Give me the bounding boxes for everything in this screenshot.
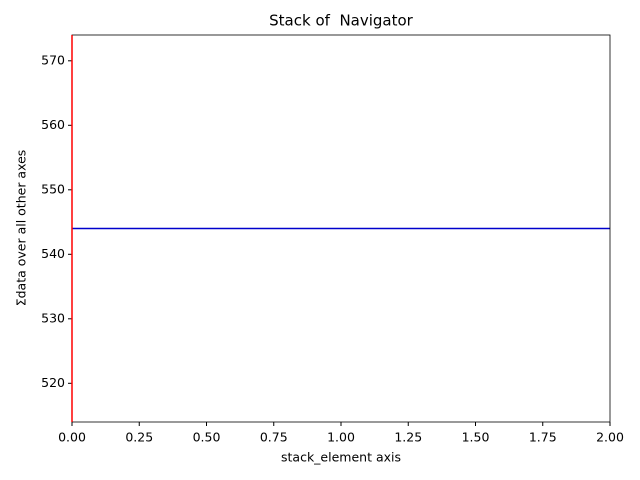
x-tick-label: 1.50: [462, 430, 490, 445]
y-tick-label: 570: [41, 52, 65, 67]
chart-title: Stack of Navigator: [269, 12, 414, 30]
x-tick-label: 2.00: [596, 430, 624, 445]
x-tick-label: 0.75: [260, 430, 288, 445]
x-tick-label: 1.25: [394, 430, 422, 445]
x-tick-label: 1.00: [327, 430, 355, 445]
x-tick-label: 0.25: [125, 430, 153, 445]
y-axis-label: Σdata over all other axes: [14, 150, 29, 307]
y-tick-label: 520: [41, 375, 65, 390]
y-tick-label: 550: [41, 181, 65, 196]
x-axis-label: stack_element axis: [281, 450, 401, 465]
y-tick-label: 540: [41, 246, 65, 261]
x-tick-label: 1.75: [529, 430, 557, 445]
x-tick-label: 0.50: [193, 430, 221, 445]
y-tick-label: 530: [41, 310, 65, 325]
x-tick-label: 0.00: [58, 430, 86, 445]
y-tick-label: 560: [41, 117, 65, 132]
